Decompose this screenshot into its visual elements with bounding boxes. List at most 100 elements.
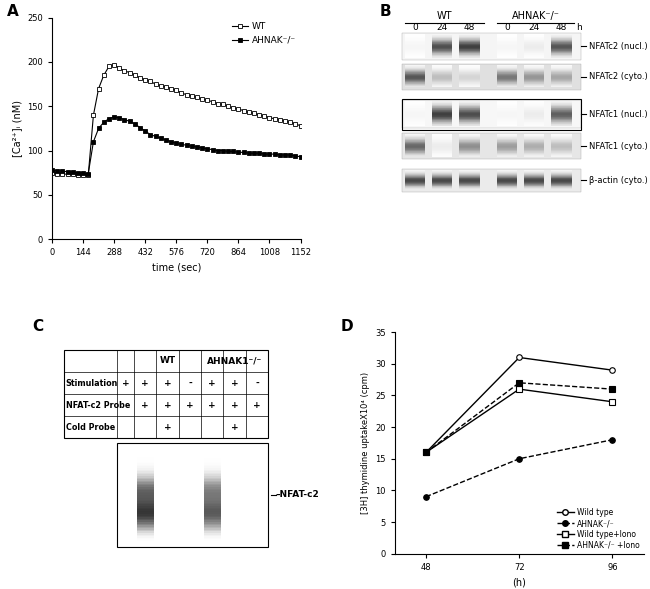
Bar	[460, 112, 480, 113]
AHNAK⁻/⁻	[224, 148, 232, 155]
AHNAK⁻/⁻	[69, 168, 77, 176]
Bar	[497, 107, 517, 108]
Bar	[497, 121, 517, 122]
Bar	[204, 490, 221, 492]
Bar	[405, 117, 425, 118]
Bar	[204, 533, 221, 535]
Bar	[204, 452, 221, 454]
Bar	[204, 468, 221, 469]
Text: +: +	[164, 423, 172, 432]
WT	[193, 94, 201, 101]
Bar	[460, 115, 480, 116]
Bar	[204, 538, 221, 540]
Bar	[432, 118, 452, 119]
AHNAK⁻/⁻	[157, 135, 164, 142]
WT	[198, 95, 206, 102]
AHNAK⁻/⁻	[515, 455, 523, 462]
WT	[219, 101, 227, 108]
Text: Stimulation: Stimulation	[66, 379, 118, 388]
Text: NFATc2 (nucl.): NFATc2 (nucl.)	[589, 42, 647, 51]
Bar	[524, 105, 544, 106]
Bar	[402, 98, 581, 130]
Bar	[405, 111, 425, 112]
WT	[255, 111, 263, 118]
WT	[48, 169, 56, 176]
Bar	[136, 541, 153, 542]
Bar	[497, 109, 517, 110]
Bar	[497, 115, 517, 116]
Bar	[405, 109, 425, 110]
Bar	[204, 482, 221, 484]
Bar	[432, 124, 452, 125]
Bar	[405, 104, 425, 105]
Bar	[402, 64, 581, 90]
Bar	[136, 503, 153, 505]
WT	[111, 61, 118, 68]
Text: β-actin (cyto.): β-actin (cyto.)	[589, 176, 647, 185]
Text: +: +	[254, 401, 261, 410]
Text: NFATc2 (cyto.): NFATc2 (cyto.)	[589, 72, 647, 81]
Bar	[405, 105, 425, 106]
Bar	[460, 108, 480, 109]
Bar	[204, 455, 221, 457]
Bar	[204, 517, 221, 519]
Bar	[405, 116, 425, 117]
Bar	[136, 528, 153, 530]
WT	[214, 100, 222, 107]
WT	[90, 111, 97, 118]
Y-axis label: [3H] thymidine uptakeX10⁴ (cpm): [3H] thymidine uptakeX10⁴ (cpm)	[361, 372, 370, 514]
Bar	[136, 525, 153, 527]
AHNAK⁻/⁻	[193, 144, 201, 151]
Bar	[204, 535, 221, 536]
Bar	[136, 505, 153, 506]
Text: +: +	[142, 401, 149, 410]
Text: NFATc1 (nucl.): NFATc1 (nucl.)	[589, 110, 647, 118]
Bar	[204, 469, 221, 471]
Bar	[497, 110, 517, 111]
WT	[105, 63, 113, 70]
Bar	[551, 101, 571, 102]
Wild type	[422, 449, 430, 456]
Bar	[136, 468, 153, 469]
AHNAK⁻/⁻	[146, 131, 154, 138]
Bar	[460, 110, 480, 111]
Text: B: B	[380, 4, 392, 19]
Bar	[524, 123, 544, 124]
Text: Cold Probe: Cold Probe	[66, 423, 115, 432]
Bar	[136, 448, 153, 449]
Bar	[204, 541, 221, 542]
Text: AHNAK⁻/⁻: AHNAK⁻/⁻	[512, 11, 560, 21]
AHNAK⁻/⁻	[162, 137, 170, 144]
Text: NFAT-c2 Probe: NFAT-c2 Probe	[66, 401, 130, 410]
Bar	[204, 451, 221, 452]
Bar	[524, 107, 544, 108]
AHNAK⁻/⁻	[121, 116, 129, 123]
Wild type+Iono	[515, 386, 523, 393]
Bar	[497, 102, 517, 103]
Bar	[204, 454, 221, 455]
Wild type+Iono	[422, 449, 430, 456]
Bar	[136, 451, 153, 452]
Bar	[136, 489, 153, 490]
AHNAK⁻/⁻	[240, 149, 248, 156]
Bar	[524, 122, 544, 123]
AHNAK⁻/⁻	[48, 167, 56, 174]
Bar	[204, 458, 221, 460]
WT	[229, 104, 237, 111]
Bar	[136, 484, 153, 485]
AHNAK⁻/⁻ +Iono	[515, 379, 523, 386]
Bar	[136, 469, 153, 471]
Bar	[524, 104, 544, 105]
AHNAK⁻/⁻	[125, 118, 133, 125]
Bar	[551, 119, 571, 120]
WT	[58, 170, 66, 177]
Bar	[204, 540, 221, 541]
Text: +: +	[122, 379, 129, 388]
Bar	[460, 118, 480, 119]
Bar	[136, 457, 153, 458]
WT	[167, 85, 175, 92]
Bar	[405, 108, 425, 109]
Legend: Wild type, AHNAK⁻/⁻, Wild type+Iono, AHNAK⁻/⁻ +Iono: Wild type, AHNAK⁻/⁻, Wild type+Iono, AHN…	[557, 508, 640, 550]
Text: AHNAK1⁻/⁻: AHNAK1⁻/⁻	[207, 356, 263, 365]
Bar	[204, 530, 221, 531]
